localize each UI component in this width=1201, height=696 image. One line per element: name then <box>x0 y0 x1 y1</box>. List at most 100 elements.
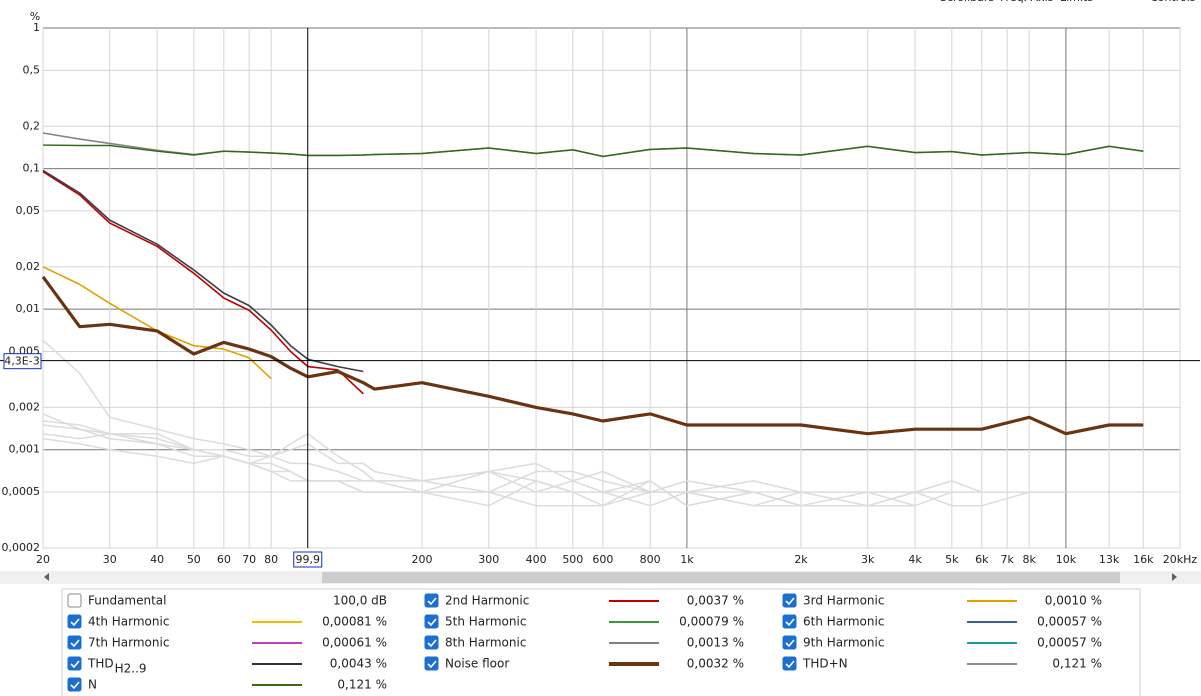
checkbox[interactable] <box>782 635 797 650</box>
checkbox[interactable] <box>424 614 439 629</box>
x-tick-label: 4k <box>908 553 922 566</box>
x-tick-label: 800 <box>640 553 661 566</box>
checkmark <box>785 618 795 627</box>
legend-name: 8th Harmonic <box>445 636 526 650</box>
y-tick-label: 0,05 <box>16 204 41 217</box>
x-tick-label: 70 <box>242 553 256 566</box>
y-tick-label: 0,01 <box>16 302 41 315</box>
x-tick-label: 200 <box>412 553 433 566</box>
checkbox[interactable] <box>782 593 797 608</box>
legend-value: 0,00061 % <box>322 636 387 650</box>
cursor-y-box <box>3 353 42 370</box>
y-tick-label: 0,02 <box>16 260 41 273</box>
x-tick-label: 5k <box>945 553 959 566</box>
y-tick-label: 0,001 <box>9 443 41 456</box>
legend-value: 0,0010 % <box>1045 594 1102 608</box>
toolbar-item[interactable]: Limits <box>1060 0 1093 4</box>
toolbar-item[interactable]: Controls <box>1150 0 1196 4</box>
legend-name: THD+N <box>802 657 848 671</box>
checkmark <box>427 639 437 648</box>
checkmark <box>427 597 437 606</box>
checkbox[interactable] <box>782 614 797 629</box>
checkbox[interactable] <box>782 656 797 671</box>
legend-name: 2nd Harmonic <box>445 594 529 608</box>
toolbar-item[interactable]: Freq. Axis <box>1000 0 1054 4</box>
legend-value: 0,00079 % <box>679 615 744 629</box>
x-tick-label: 13k <box>1099 553 1120 566</box>
y-tick-label: 0,0005 <box>2 485 41 498</box>
legend-name: 7th Harmonic <box>88 636 169 650</box>
checkbox[interactable] <box>67 656 82 671</box>
y-tick-label: 1 <box>33 21 40 34</box>
checkbox[interactable] <box>67 635 82 650</box>
checkbox[interactable] <box>67 614 82 629</box>
trace <box>42 266 272 380</box>
x-tick-label: 50 <box>187 553 201 566</box>
scroll-right[interactable] <box>1172 573 1177 581</box>
legend-name: THD <box>87 657 114 671</box>
checkmark <box>70 681 80 690</box>
checkmark <box>785 639 795 648</box>
x-tick-label: 40 <box>150 553 164 566</box>
legend-sub: H2..9 <box>115 662 147 676</box>
x-tick-label: 400 <box>526 553 547 566</box>
x-tick-label: 60 <box>217 553 231 566</box>
x-tick-label: 3k <box>861 553 875 566</box>
checkmark <box>427 660 437 669</box>
legend: Fundamental 100,0 dB 2nd Harmonic 0,0037 % 3… <box>67 593 1102 692</box>
legend-value: 0,00057 % <box>1037 636 1102 650</box>
cursor-x-label: 99,9 <box>295 553 320 566</box>
y-tick-label: 0,2 <box>23 119 41 132</box>
legend-name: 6th Harmonic <box>803 615 884 629</box>
y-tick-label: 0,002 <box>9 400 41 413</box>
y-unit: % <box>30 10 40 23</box>
checkmark <box>785 597 795 606</box>
scroll-left[interactable] <box>44 573 49 581</box>
legend-name: 3rd Harmonic <box>803 594 884 608</box>
scrollbar-thumb[interactable] <box>322 572 1120 583</box>
legend-value: 0,00057 % <box>1037 615 1102 629</box>
checkbox[interactable] <box>424 656 439 671</box>
toolbar-item[interactable]: Scrollbars <box>940 0 994 4</box>
checkbox[interactable] <box>67 593 82 608</box>
checkmark <box>70 660 80 669</box>
checkmark <box>427 618 437 627</box>
legend-name: N <box>88 678 97 692</box>
trace <box>42 144 1144 158</box>
plot-area <box>42 27 1181 549</box>
cursor-y-label: 4,3E-3 <box>4 355 39 368</box>
x-tick-label: 16k <box>1133 553 1154 566</box>
y-tick-label: 0,1 <box>23 162 41 175</box>
x-tick-label: 500 <box>562 553 583 566</box>
checkmark <box>70 639 80 648</box>
legend-value: 100,0 dB <box>333 594 387 608</box>
x-tick-label: 20 <box>36 553 50 566</box>
checkbox[interactable] <box>424 635 439 650</box>
checkbox[interactable] <box>424 593 439 608</box>
legend-value: 0,00081 % <box>322 615 387 629</box>
legend-value: 0,121 % <box>1052 657 1102 671</box>
legend-name: Noise floor <box>445 657 509 671</box>
x-tick-label: 10k <box>1056 553 1077 566</box>
x-tick-label: 30 <box>103 553 117 566</box>
legend-name: 5th Harmonic <box>445 615 526 629</box>
x-tick-label: 20kHz <box>1163 553 1198 566</box>
legend-value: 0,0037 % <box>687 594 744 608</box>
legend-name: 4th Harmonic <box>88 615 169 629</box>
legend-value: 0,0013 % <box>687 636 744 650</box>
legend-value: 0,0032 % <box>687 657 744 671</box>
legend-value: 0,0043 % <box>330 657 387 671</box>
legend-value: 0,121 % <box>337 678 387 692</box>
checkbox[interactable] <box>67 677 82 692</box>
x-tick-label: 300 <box>478 553 499 566</box>
traces <box>41 132 1144 507</box>
checkmark <box>70 618 80 627</box>
trace <box>42 437 1030 507</box>
x-tick-label: 600 <box>592 553 613 566</box>
trace <box>42 171 364 395</box>
x-tick-label: 7k <box>1001 553 1015 566</box>
x-tick-label: 2k <box>794 553 808 566</box>
legend-box <box>61 588 1141 696</box>
x-tick-label: 1k <box>680 553 694 566</box>
